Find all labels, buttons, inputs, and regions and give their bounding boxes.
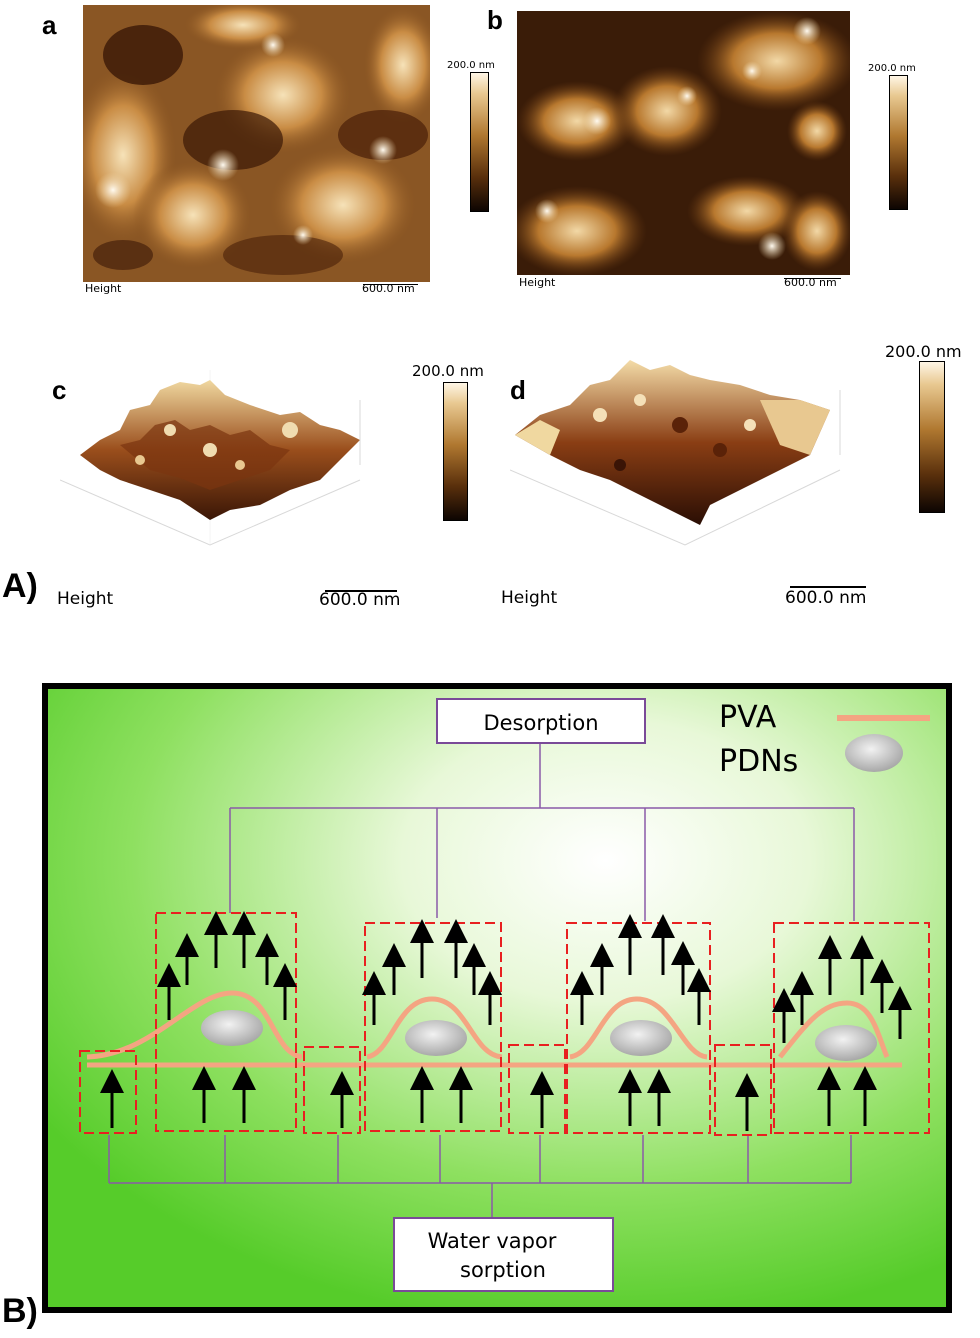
pdn-particles — [201, 1010, 877, 1061]
panel-letter-c: c — [52, 375, 67, 405]
sorption-label-line1: Water vapor — [428, 1229, 557, 1253]
height-label-c: Height — [57, 589, 114, 609]
desorption-label: Desorption — [483, 711, 598, 735]
sorption-schematic: Desorption Water vapor sorption PVA PDNs — [42, 683, 952, 1313]
scale-bar-a — [363, 284, 418, 285]
schematic-background — [42, 683, 952, 1313]
height-label-a: Height — [85, 282, 122, 295]
colorbar-b — [889, 75, 908, 210]
colorbar-label-c: 200.0 nm — [412, 362, 484, 380]
scale-bar-d — [790, 586, 866, 588]
scale-bar-c — [325, 590, 397, 592]
sorption-label-line2: sorption — [460, 1258, 546, 1282]
desorption-arrows — [157, 911, 912, 1043]
panel-letter-d: d — [510, 375, 526, 405]
figure-label-b: B) — [2, 1292, 38, 1330]
legend-pdn-swatch — [845, 734, 903, 772]
scale-label-a: 600.0 nm — [362, 282, 415, 295]
colorbar-d — [919, 361, 945, 513]
colorbar-label-d: 200.0 nm — [885, 342, 962, 361]
colorbar-c — [443, 382, 468, 521]
colorbar-label-a: 200.0 nm — [447, 60, 495, 71]
sorption-box — [393, 1217, 614, 1292]
sorption-arrows — [100, 1066, 877, 1131]
colorbar-label-b: 200.0 nm — [868, 63, 916, 74]
height-label-d: Height — [501, 588, 558, 608]
pva-bumps — [86, 990, 890, 1060]
figure-label-a: A) — [2, 567, 38, 605]
afm-3d-surface-d — [510, 360, 841, 546]
scale-label-d: 600.0 nm — [785, 588, 867, 608]
legend: PVA PDNs — [719, 700, 930, 779]
panel-letter-b: b — [487, 5, 503, 35]
legend-pva-label: PVA — [719, 700, 777, 735]
panel-letter-a: a — [42, 10, 57, 40]
scale-bar-b — [784, 278, 841, 279]
desorption-box — [436, 698, 646, 744]
height-label-b: Height — [519, 276, 556, 289]
scale-label-b: 600.0 nm — [784, 276, 837, 289]
desorption-connectors — [229, 743, 855, 921]
legend-pdns-label: PDNs — [719, 744, 798, 779]
afm-height-image-b — [517, 11, 850, 275]
afm-height-image-a — [83, 5, 430, 282]
sorption-connectors — [108, 1135, 852, 1218]
scale-label-c: 600.0 nm — [319, 590, 401, 610]
afm-3d-surface-c — [60, 370, 361, 546]
colorbar-a — [470, 72, 489, 212]
